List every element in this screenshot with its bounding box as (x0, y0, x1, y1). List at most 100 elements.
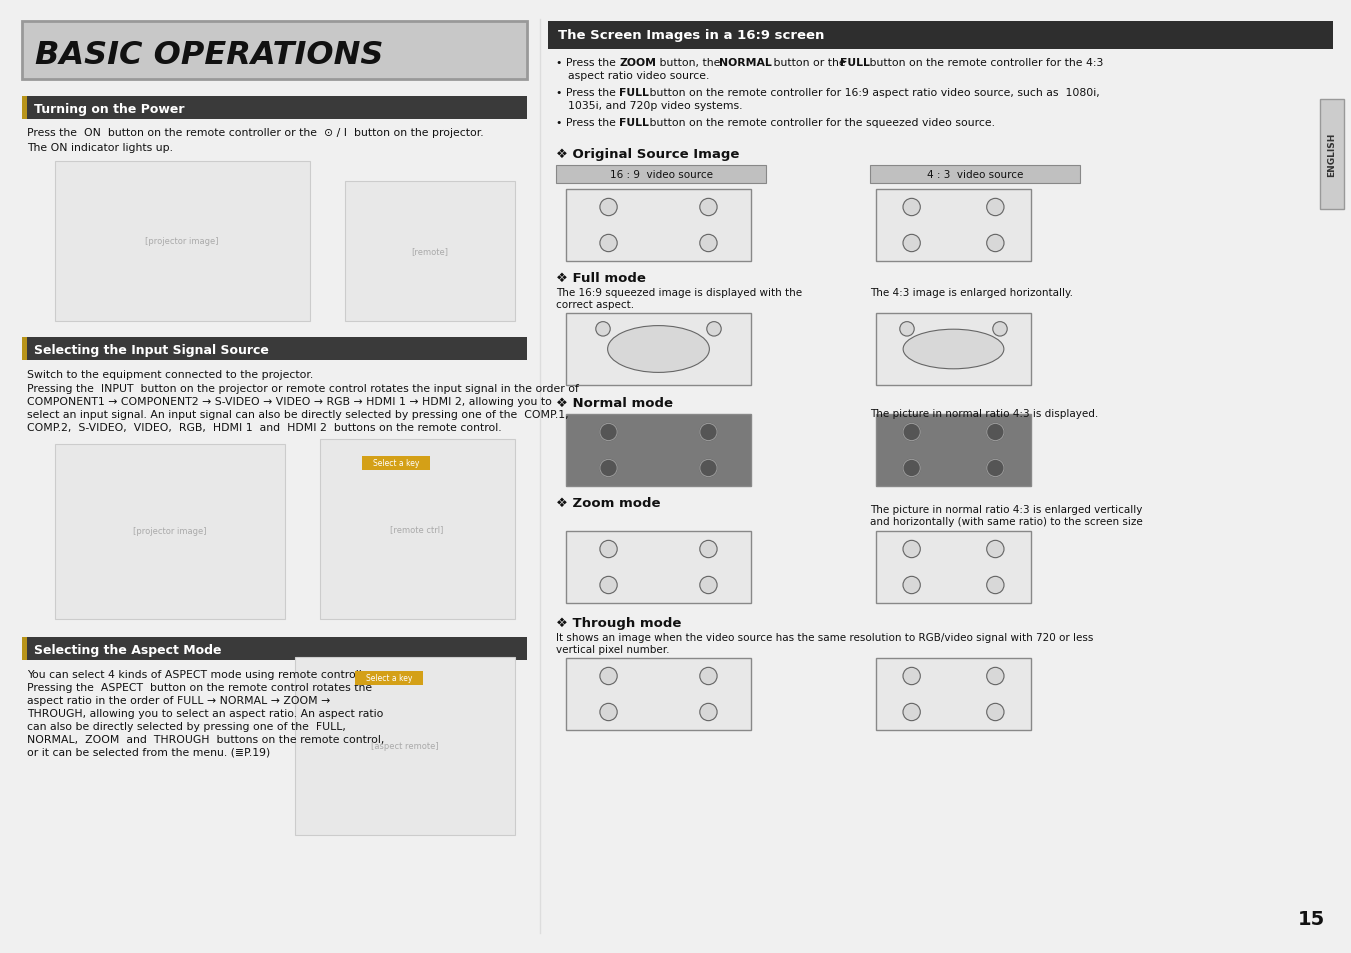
Circle shape (986, 235, 1004, 253)
Text: ENGLISH: ENGLISH (1328, 132, 1336, 177)
Text: button on the remote controller for the squeezed video source.: button on the remote controller for the … (646, 118, 994, 128)
Text: button, the: button, the (657, 58, 724, 68)
Circle shape (902, 460, 920, 477)
Text: Turning on the Power: Turning on the Power (34, 103, 185, 116)
Text: The 16:9 squeezed image is displayed with the: The 16:9 squeezed image is displayed wit… (557, 288, 802, 297)
Circle shape (700, 235, 717, 253)
Text: The picture in normal ratio 4:3 is enlarged vertically: The picture in normal ratio 4:3 is enlar… (870, 504, 1143, 515)
Text: 1035i, and 720p video systems.: 1035i, and 720p video systems. (567, 101, 743, 111)
Bar (566, 190, 751, 262)
Bar (22, 638, 527, 660)
Text: 4 : 3  video source: 4 : 3 video source (927, 170, 1023, 180)
Circle shape (902, 235, 920, 253)
Circle shape (700, 460, 717, 477)
Bar (875, 532, 1031, 603)
Text: Pressing the  ASPECT  button on the remote control rotates the: Pressing the ASPECT button on the remote… (27, 682, 372, 692)
Bar (566, 415, 751, 486)
Text: vertical pixel number.: vertical pixel number. (557, 644, 670, 655)
Circle shape (986, 703, 1004, 720)
Text: or it can be selected from the menu. (≣P.19): or it can be selected from the menu. (≣P… (27, 747, 270, 758)
Circle shape (700, 703, 717, 720)
Text: ❖ Full mode: ❖ Full mode (557, 272, 646, 285)
Text: [projector image]: [projector image] (146, 237, 219, 246)
Text: button on the remote controller for 16:9 aspect ratio video source, such as  108: button on the remote controller for 16:9… (646, 88, 1100, 98)
Text: Select a key: Select a key (366, 674, 412, 682)
Circle shape (700, 424, 717, 441)
Text: BASIC OPERATIONS: BASIC OPERATIONS (35, 40, 384, 71)
Text: select an input signal. An input signal can also be directly selected by pressin: select an input signal. An input signal … (27, 410, 569, 419)
Text: ZOOM: ZOOM (619, 58, 657, 68)
Text: NORMAL: NORMAL (719, 58, 771, 68)
Text: The ON indicator lights up.: The ON indicator lights up. (27, 143, 173, 152)
Text: aspect ratio video source.: aspect ratio video source. (567, 71, 709, 81)
Circle shape (600, 424, 617, 441)
Circle shape (900, 322, 915, 336)
Circle shape (986, 424, 1004, 441)
Bar (875, 659, 1031, 730)
Text: ❖ Zoom mode: ❖ Zoom mode (557, 497, 661, 510)
Circle shape (986, 668, 1004, 685)
Bar (875, 415, 1031, 486)
Circle shape (902, 703, 920, 720)
Bar (566, 532, 751, 603)
Circle shape (707, 322, 721, 336)
Bar (295, 658, 515, 835)
Bar (875, 314, 1031, 386)
Circle shape (993, 322, 1008, 336)
Ellipse shape (608, 326, 709, 373)
Circle shape (600, 668, 617, 685)
Circle shape (600, 460, 617, 477)
Bar (55, 444, 285, 619)
Bar (22, 337, 27, 360)
Circle shape (600, 540, 617, 558)
Circle shape (700, 577, 717, 594)
Text: aspect ratio in the order of FULL → NORMAL → ZOOM →: aspect ratio in the order of FULL → NORM… (27, 696, 330, 705)
Text: NORMAL,  ZOOM  and  THROUGH  buttons on the remote control,: NORMAL, ZOOM and THROUGH buttons on the … (27, 734, 385, 744)
Bar (870, 166, 1079, 184)
Circle shape (986, 199, 1004, 216)
Text: correct aspect.: correct aspect. (557, 299, 634, 310)
Text: [projector image]: [projector image] (134, 527, 207, 536)
Text: • Press the: • Press the (557, 118, 619, 128)
Text: You can select 4 kinds of ASPECT mode using remote controller.: You can select 4 kinds of ASPECT mode us… (27, 669, 376, 679)
Text: button on the remote controller for the 4:3: button on the remote controller for the … (866, 58, 1104, 68)
Text: FULL: FULL (619, 88, 648, 98)
Text: Selecting the Aspect Mode: Selecting the Aspect Mode (34, 643, 222, 657)
Text: Switch to the equipment connected to the projector.: Switch to the equipment connected to the… (27, 370, 313, 379)
Bar (345, 182, 515, 322)
Bar (549, 22, 1333, 50)
Text: FULL: FULL (840, 58, 870, 68)
Circle shape (600, 235, 617, 253)
Text: can also be directly selected by pressing one of the  FULL,: can also be directly selected by pressin… (27, 721, 346, 731)
Text: • Press the: • Press the (557, 88, 619, 98)
Text: ❖ Through mode: ❖ Through mode (557, 617, 681, 629)
Circle shape (700, 199, 717, 216)
Bar (320, 439, 515, 619)
Text: 15: 15 (1297, 909, 1324, 928)
Bar (55, 162, 309, 322)
Text: COMP.2,  S-VIDEO,  VIDEO,  RGB,  HDMI 1  and  HDMI 2  buttons on the remote cont: COMP.2, S-VIDEO, VIDEO, RGB, HDMI 1 and … (27, 422, 501, 433)
Circle shape (700, 668, 717, 685)
Bar (22, 638, 27, 660)
Text: It shows an image when the video source has the same resolution to RGB/video sig: It shows an image when the video source … (557, 633, 1093, 642)
Text: COMPONENT1 → COMPONENT2 → S-VIDEO → VIDEO → RGB → HDMI 1 → HDMI 2, allowing you : COMPONENT1 → COMPONENT2 → S-VIDEO → VIDE… (27, 396, 551, 407)
Circle shape (902, 199, 920, 216)
Bar (22, 97, 527, 120)
Circle shape (596, 322, 611, 336)
Circle shape (600, 577, 617, 594)
Circle shape (902, 668, 920, 685)
Circle shape (600, 703, 617, 720)
Bar (22, 337, 527, 360)
Text: button or the: button or the (770, 58, 850, 68)
Circle shape (600, 199, 617, 216)
Text: Select a key: Select a key (373, 459, 419, 468)
Circle shape (986, 577, 1004, 594)
Bar (875, 190, 1031, 262)
Circle shape (700, 540, 717, 558)
Circle shape (902, 577, 920, 594)
Text: Pressing the  INPUT  button on the projector or remote control rotates the input: Pressing the INPUT button on the project… (27, 384, 578, 394)
Text: ❖ Normal mode: ❖ Normal mode (557, 396, 673, 410)
Bar (22, 22, 527, 80)
Ellipse shape (902, 330, 1004, 370)
Text: [remote ctrl]: [remote ctrl] (390, 525, 443, 534)
